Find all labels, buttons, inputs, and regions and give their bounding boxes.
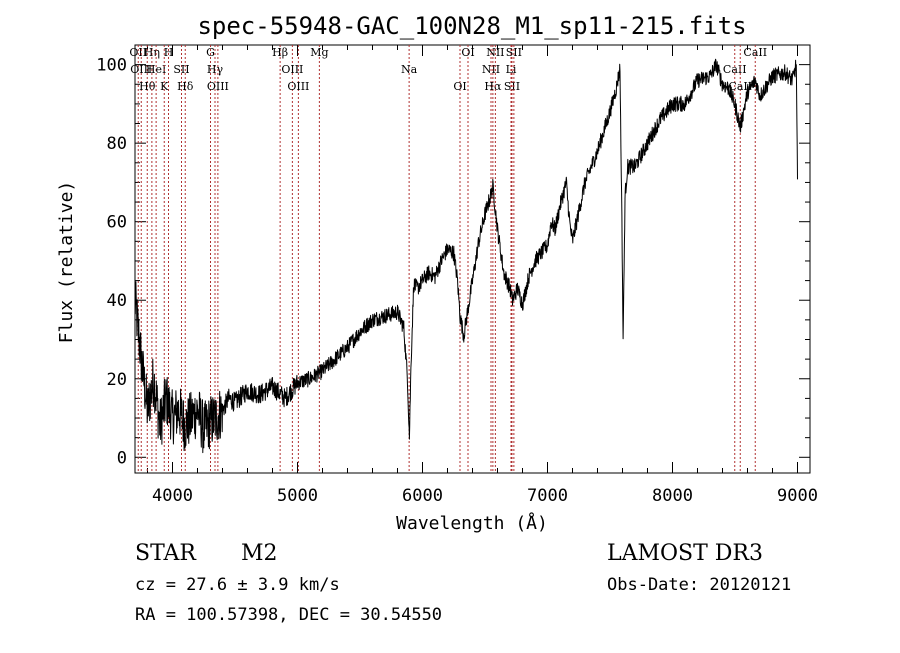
line-label: NII xyxy=(482,63,500,76)
line-label: Na xyxy=(401,63,418,76)
x-tick-label: 6000 xyxy=(402,486,443,506)
spectrum-line xyxy=(134,58,798,454)
y-tick-label: 40 xyxy=(107,291,127,311)
line-label: SII xyxy=(506,46,522,59)
line-label: CaII xyxy=(728,80,752,93)
line-label: G xyxy=(206,46,215,59)
y-axis-label: Flux (relative) xyxy=(56,181,77,344)
redshift-cz: cz = 27.6 ± 3.9 km/s xyxy=(135,575,340,595)
star-class: STAR xyxy=(135,541,197,566)
line-label: OIII xyxy=(207,80,229,93)
line-label: CaII xyxy=(743,46,767,59)
x-tick-label: 8000 xyxy=(652,486,693,506)
line-label: Hα xyxy=(484,80,502,93)
y-tick-label: 80 xyxy=(107,134,127,154)
line-label: Hγ xyxy=(207,63,224,76)
star-subclass: M2 xyxy=(241,541,278,566)
line-label: Hβ xyxy=(272,46,288,59)
y-tick-label: 20 xyxy=(107,370,127,390)
line-label: OI xyxy=(453,80,466,93)
line-label: NII xyxy=(486,46,504,59)
obs-date: Obs-Date: 20120121 xyxy=(607,575,791,595)
line-label: Li xyxy=(506,63,517,76)
line-label: OIII xyxy=(281,63,303,76)
chart-title: spec-55948-GAC_100N28_M1_sp11-215.fits xyxy=(197,12,746,40)
line-label: Mg xyxy=(310,46,328,59)
x-axis-label: Wavelength (Å) xyxy=(396,512,548,534)
line-label: Hη xyxy=(144,46,160,59)
plot-frame xyxy=(134,44,811,474)
line-label: OI xyxy=(461,46,474,59)
y-tick-label: 60 xyxy=(107,213,127,233)
x-tick-label: 5000 xyxy=(277,486,318,506)
line-label: CaII xyxy=(723,63,747,76)
y-tick-label: 0 xyxy=(117,448,127,468)
y-tick-label: 100 xyxy=(96,56,127,76)
line-label: HeI xyxy=(146,63,166,76)
line-label: Hθ xyxy=(139,80,156,93)
line-label: K xyxy=(160,80,169,93)
survey-label: LAMOST DR3 xyxy=(607,541,763,566)
line-label: OIII xyxy=(287,80,309,93)
line-label: SII xyxy=(173,63,189,76)
line-label: Hδ xyxy=(177,80,194,93)
line-label: H xyxy=(164,46,174,59)
line-label: SII xyxy=(504,80,520,93)
x-tick-label: 4000 xyxy=(152,486,193,506)
x-tick-label: 9000 xyxy=(777,486,818,506)
line-label: OII xyxy=(129,46,147,59)
ra-dec: RA = 100.57398, DEC = 30.54550 xyxy=(135,605,442,625)
x-tick-label: 7000 xyxy=(527,486,568,506)
